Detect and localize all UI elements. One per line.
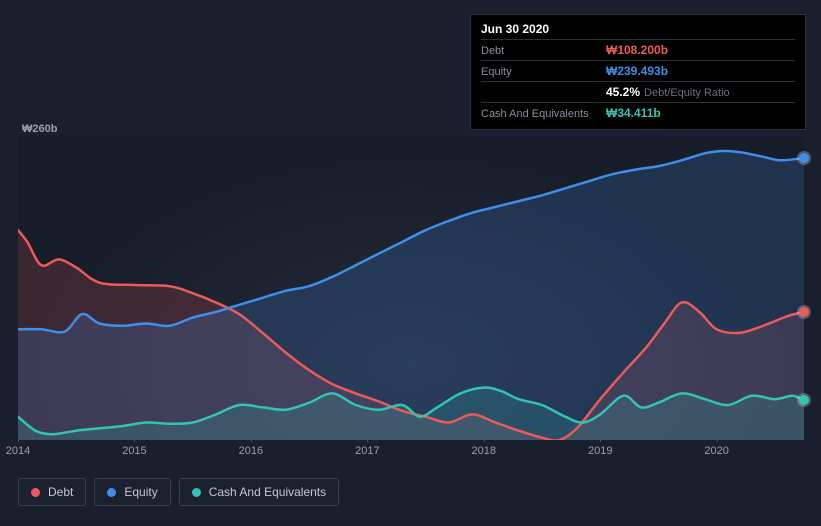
x-axis: 2014201520162017201820192020 <box>18 442 804 462</box>
chart-container: Jun 30 2020 Debt₩108.200bEquity₩239.493b… <box>0 0 821 526</box>
x-tick-mark <box>134 436 135 442</box>
x-tick-label: 2016 <box>239 445 263 457</box>
x-tick-label: 2018 <box>472 445 496 457</box>
x-tick-label: 2019 <box>588 445 612 457</box>
legend-label: Cash And Equivalents <box>209 485 326 499</box>
legend-dot-icon <box>107 488 116 497</box>
tooltip-row-suffix: Debt/Equity Ratio <box>644 87 730 99</box>
x-tick-mark <box>251 436 252 442</box>
series-end-marker <box>799 307 809 317</box>
tooltip-row: 45.2% Debt/Equity Ratio <box>481 81 795 102</box>
legend-item[interactable]: Cash And Equivalents <box>179 478 339 506</box>
tooltip-row-value: ₩34.411b <box>606 106 661 120</box>
chart-svg <box>18 137 804 440</box>
tooltip-row-label: Debt <box>481 45 606 57</box>
legend-item[interactable]: Equity <box>94 478 170 506</box>
y-axis-label: ₩260b <box>22 123 57 135</box>
legend-item[interactable]: Debt <box>18 478 86 506</box>
x-tick-label: 2015 <box>122 445 146 457</box>
x-tick-mark <box>367 436 368 442</box>
x-tick-label: 2014 <box>6 445 30 457</box>
x-tick-label: 2020 <box>704 445 728 457</box>
tooltip-row: Equity₩239.493b <box>481 60 795 81</box>
tooltip-row-value: ₩239.493b <box>606 64 668 78</box>
tooltip-row-value: 45.2% <box>606 85 640 99</box>
tooltip-row-value: ₩108.200b <box>606 43 668 57</box>
legend-label: Debt <box>48 485 73 499</box>
x-tick-mark <box>484 436 485 442</box>
series-end-marker <box>799 153 809 163</box>
legend-label: Equity <box>124 485 157 499</box>
x-tick-label: 2017 <box>355 445 379 457</box>
chart-plot-area[interactable] <box>18 137 804 440</box>
legend-dot-icon <box>192 488 201 497</box>
tooltip-row-label: Cash And Equivalents <box>481 108 606 120</box>
tooltip-date: Jun 30 2020 <box>481 19 795 39</box>
tooltip-row-label: Equity <box>481 66 606 78</box>
legend: Debt Equity Cash And Equivalents <box>18 478 339 506</box>
tooltip-row: Cash And Equivalents₩34.411b <box>481 102 795 123</box>
legend-dot-icon <box>31 488 40 497</box>
series-end-marker <box>799 395 809 405</box>
x-tick-mark <box>600 436 601 442</box>
x-tick-mark <box>717 436 718 442</box>
x-tick-mark <box>18 436 19 442</box>
tooltip-row: Debt₩108.200b <box>481 39 795 60</box>
hover-tooltip: Jun 30 2020 Debt₩108.200bEquity₩239.493b… <box>470 14 806 130</box>
